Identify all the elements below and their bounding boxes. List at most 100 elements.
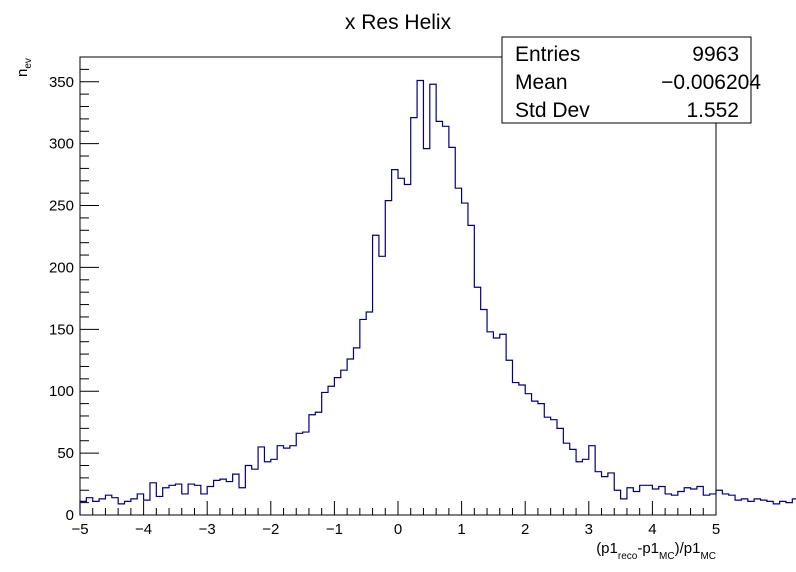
histogram-bin — [665, 494, 671, 515]
histogram-bin — [112, 498, 118, 515]
histogram-bin — [773, 504, 779, 515]
histogram-bin — [360, 319, 366, 515]
histogram-bin — [659, 487, 665, 515]
histogram-bin — [125, 501, 131, 515]
histogram-bin — [735, 500, 741, 515]
histogram-bin — [652, 489, 658, 515]
histogram-bin — [570, 449, 576, 515]
x-tick-label: 2 — [521, 521, 529, 538]
stats-box: Entries 9963 Mean −0.006204 Std Dev 1.55… — [501, 36, 761, 124]
xlabel-part-0: (p1 — [596, 540, 618, 557]
histogram-bin — [341, 370, 347, 515]
y-tick-label: 100 — [49, 383, 74, 400]
x-tick-label: 3 — [585, 521, 593, 538]
histogram-bin — [544, 417, 550, 515]
x-tick-label: −5 — [71, 521, 88, 538]
x-tick-label: −1 — [326, 521, 343, 538]
histogram-bin — [239, 488, 245, 515]
stats-entries-value: 9963 — [692, 43, 739, 66]
histogram-bin — [80, 501, 86, 515]
xlabel-part-4: )/p1 — [675, 540, 701, 557]
histogram-bin — [780, 501, 786, 515]
histogram-bin — [423, 149, 429, 515]
histogram-bin — [792, 499, 796, 515]
stats-mean-value: −0.006204 — [661, 71, 761, 94]
histogram-bin — [614, 490, 620, 515]
histogram-bin — [309, 415, 315, 515]
histogram-bin — [398, 178, 404, 515]
histogram-bin — [258, 447, 264, 515]
histogram-bin — [563, 443, 569, 515]
histogram-bin — [741, 499, 747, 515]
histogram-bin — [392, 170, 398, 515]
histogram-bin — [131, 499, 137, 515]
histogram-bin — [93, 501, 99, 515]
histogram-bin — [703, 495, 709, 515]
x-axis-label: (p1reco-p1MC)/p1MC — [596, 540, 716, 562]
histogram-bin — [99, 499, 105, 515]
histogram-bin — [214, 480, 220, 515]
x-axis-ticks: −5 −4 −3 −2 −1 0 1 2 3 4 5 — [71, 501, 720, 538]
histogram-bin — [322, 392, 328, 515]
histogram-bin — [671, 495, 677, 515]
histogram-bin — [144, 500, 150, 515]
histogram-bin — [443, 126, 449, 515]
histogram-bin — [436, 121, 442, 515]
histogram-bins — [80, 81, 796, 515]
histogram-bin — [500, 334, 506, 515]
histogram-bin — [118, 504, 124, 515]
x-tick-label: −4 — [135, 521, 152, 538]
y-tick-label: 50 — [57, 445, 74, 462]
histogram-bin — [589, 446, 595, 515]
histogram-bin — [716, 490, 722, 515]
x-tick-label: −3 — [199, 521, 216, 538]
histogram-bin — [207, 487, 213, 515]
histogram-bin — [373, 235, 379, 515]
histogram-bin — [175, 484, 181, 515]
histogram-outline — [79, 79, 796, 515]
histogram-bin — [582, 459, 588, 515]
y-axis-ticks: 0 50 100 150 200 250 300 350 — [49, 68, 99, 524]
histogram-bin — [551, 420, 557, 515]
histogram-bin — [105, 495, 111, 515]
histogram-bin — [296, 433, 302, 515]
xlabel-part-5: MC — [700, 551, 716, 562]
histogram-bin — [182, 494, 188, 515]
histogram-bin — [455, 188, 461, 515]
histogram-bin — [633, 491, 639, 515]
y-tick-label: 0 — [66, 507, 74, 524]
histogram-bin — [754, 499, 760, 515]
x-tick-label: −2 — [262, 521, 279, 538]
xlabel-part-2: -p1 — [637, 540, 659, 557]
histogram-bin — [595, 472, 601, 515]
y-axis-label: nev — [14, 58, 34, 77]
histogram-bin — [627, 488, 633, 515]
histogram-bin — [678, 491, 684, 515]
histogram-bin — [519, 385, 525, 515]
histogram-bin — [150, 483, 156, 515]
y-tick-label: 350 — [49, 74, 74, 91]
histogram-bin — [404, 184, 410, 515]
y-tick-label: 250 — [49, 198, 74, 215]
histogram-bin — [264, 462, 270, 515]
histogram-bin — [156, 496, 162, 515]
xlabel-part-1: reco — [618, 551, 638, 562]
histogram-bin — [252, 469, 258, 515]
histogram-bin — [385, 201, 391, 515]
histogram-bin — [481, 310, 487, 515]
y-tick-label: 300 — [49, 136, 74, 153]
histogram-bin — [379, 256, 385, 515]
stats-box-frame — [501, 36, 752, 124]
histogram-bin — [233, 474, 239, 515]
x-tick-label: 5 — [712, 521, 720, 538]
x-tick-label: 1 — [457, 521, 465, 538]
histogram-bin — [538, 404, 544, 515]
histogram-bin — [512, 383, 518, 515]
histogram-bin — [284, 448, 290, 515]
histogram-bin — [430, 84, 436, 515]
stats-stddev-label: Std Dev — [515, 99, 590, 122]
histogram-bin — [303, 432, 309, 515]
histogram-bin — [557, 428, 563, 515]
histogram-bin — [328, 386, 334, 515]
